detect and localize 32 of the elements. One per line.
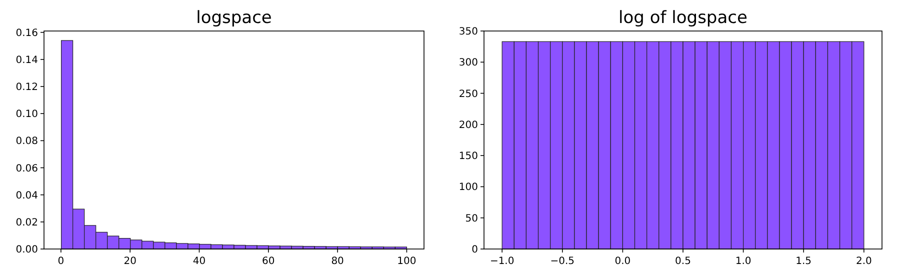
y-tick-label: 0.14	[16, 54, 38, 66]
y-tick-label: 100	[458, 182, 478, 194]
y-tick-label: 0.16	[16, 28, 38, 39]
x-tick-label: 0.5	[675, 256, 691, 267]
y-tick-label: 0.00	[16, 244, 38, 256]
y-tick-label: 0.10	[16, 109, 38, 120]
chart-title: logspace	[196, 8, 272, 28]
x-tick-label: −1.0	[490, 256, 514, 267]
x-tick-label: 2.0	[856, 256, 872, 267]
x-tick-label: 40	[192, 256, 206, 267]
x-tick-label: 80	[331, 256, 344, 267]
y-tick-label: 0	[472, 244, 478, 256]
x-tick-label: 1.0	[735, 256, 752, 267]
x-tick-label: 0.0	[614, 256, 631, 267]
x-tick-label: 1.5	[796, 256, 812, 267]
y-tick-label: 350	[458, 26, 478, 38]
x-tick-label: 100	[397, 256, 416, 267]
y-tick-label: 200	[458, 120, 478, 131]
y-tick-label: 0.04	[16, 190, 38, 202]
y-tick-label: 150	[458, 151, 478, 162]
y-tick-label: 0.06	[16, 163, 38, 174]
x-tick-label: 60	[262, 256, 275, 267]
x-tick-label: 0	[58, 256, 64, 267]
y-tick-label: 50	[465, 213, 478, 224]
x-tick-label: 20	[124, 256, 136, 267]
y-tick-label: 0.12	[16, 82, 38, 94]
x-tick-label: −0.5	[550, 256, 575, 267]
y-tick-label: 0.02	[16, 217, 38, 228]
chart-title: log of logspace	[618, 8, 748, 28]
y-tick-label: 250	[458, 88, 478, 100]
y-tick-label: 0.08	[16, 136, 38, 148]
y-tick-label: 300	[458, 58, 478, 69]
